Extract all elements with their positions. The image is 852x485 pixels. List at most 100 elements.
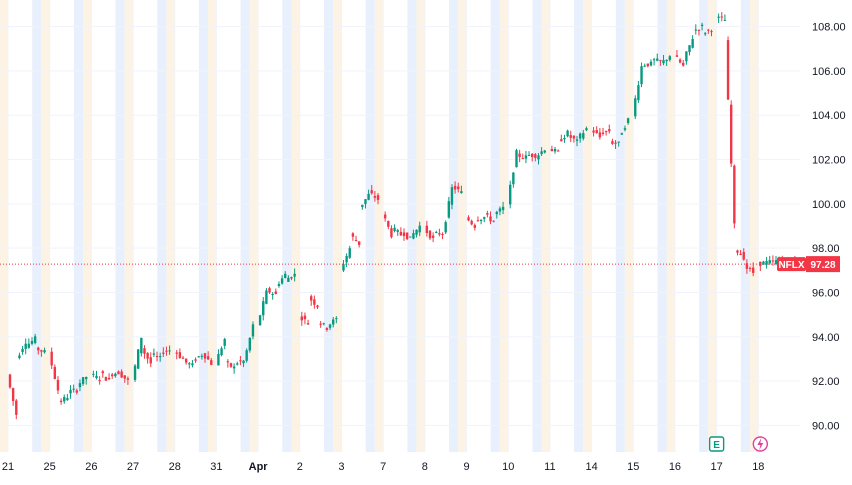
earnings-marker[interactable] — [708, 436, 725, 452]
candle-body — [704, 33, 707, 35]
candle-body — [733, 165, 736, 224]
candle-body — [217, 353, 220, 366]
candle-body — [578, 133, 582, 139]
candle-body — [729, 104, 733, 164]
candle-body — [303, 315, 307, 320]
candle-body — [146, 352, 149, 359]
x-tick-label: 2 — [297, 461, 303, 473]
candle-body — [479, 219, 483, 221]
candle-body — [188, 363, 191, 365]
candle-body — [63, 396, 66, 402]
candle-body — [762, 261, 765, 265]
candle-body — [242, 360, 245, 364]
candle-body — [117, 371, 120, 375]
candle-body — [43, 350, 46, 353]
x-tick-label: 10 — [502, 461, 514, 473]
candle-body — [569, 135, 572, 138]
candle-body — [659, 60, 662, 62]
x-axis[interactable]: 21 25 26 27 28 31 Apr 2 3 7 8 9 10 11 14 15 16 17 18 — [2, 461, 765, 473]
candle-body — [425, 225, 429, 233]
x-tick-label: 11 — [544, 461, 555, 473]
candle-body — [226, 361, 230, 363]
candle-body — [220, 348, 223, 356]
candle-body — [736, 250, 739, 253]
pre-market-band — [0, 0, 9, 452]
candle-body — [611, 141, 614, 144]
candle-body — [178, 352, 182, 358]
candle-body — [351, 233, 355, 237]
session-bands — [0, 0, 759, 452]
candle-body — [402, 232, 406, 237]
candle-body — [104, 377, 108, 381]
grid-lines — [0, 0, 800, 452]
candle-body — [387, 220, 390, 227]
x-tick-label: 28 — [169, 461, 181, 473]
candle-body — [140, 337, 143, 354]
candle-body — [232, 366, 236, 369]
post-market-band — [615, 0, 625, 452]
candle-body — [72, 388, 75, 390]
candle-body — [200, 355, 204, 357]
candle-body — [331, 319, 335, 325]
candle-body — [473, 224, 477, 228]
candle-body — [697, 29, 701, 31]
candle-body — [50, 351, 53, 366]
candle-body — [158, 356, 162, 358]
y-tick-label: 90.00 — [812, 420, 840, 432]
candle-body — [197, 356, 200, 358]
post-market-band — [157, 0, 167, 452]
candle-body — [69, 389, 72, 394]
candle-body — [194, 359, 197, 361]
candle-body — [694, 29, 697, 31]
candle-body — [634, 98, 637, 117]
pre-market-band — [374, 0, 384, 452]
pre-market-band — [624, 0, 634, 452]
candle-body — [453, 185, 457, 190]
candle-body — [370, 190, 373, 194]
candle-body — [191, 363, 194, 366]
x-tick-label: 16 — [669, 461, 681, 473]
candle-body — [203, 353, 207, 359]
candle-body — [739, 253, 742, 255]
candle-body — [556, 150, 560, 152]
pre-market-band — [458, 0, 467, 452]
y-axis[interactable]: 90.00 92.00 94.00 96.00 98.00 100.00 102.00 104… — [812, 22, 846, 433]
candle-body — [537, 155, 540, 160]
candle-body — [30, 340, 34, 344]
y-tick-label: 96.00 — [812, 287, 840, 299]
candle-body — [354, 240, 358, 242]
post-market-band — [699, 0, 709, 452]
candle-body — [162, 352, 165, 354]
pre-market-band — [291, 0, 300, 452]
x-tick-label: Apr — [249, 461, 269, 473]
candle-body — [345, 255, 348, 263]
y-tick-label: 102.00 — [812, 155, 846, 167]
candle-body — [495, 211, 498, 215]
candle-body — [357, 241, 361, 245]
candle-body — [37, 347, 40, 351]
x-tick-label: 3 — [338, 461, 344, 473]
candle-body — [245, 350, 248, 361]
candle-body — [438, 233, 441, 235]
candle-body — [720, 16, 723, 18]
candle-body — [348, 248, 351, 258]
candle-body — [598, 132, 602, 138]
candle-body — [700, 24, 704, 27]
y-tick-label: 106.00 — [812, 66, 846, 78]
candle-body — [95, 375, 98, 379]
candle-body — [665, 59, 668, 62]
candle-body — [717, 16, 720, 18]
x-tick-label: 15 — [627, 461, 639, 473]
candle-body — [229, 363, 233, 367]
post-market-band — [32, 0, 42, 452]
event-markers[interactable]: E — [708, 436, 769, 452]
candle-body — [662, 60, 665, 64]
candle-body — [656, 58, 659, 61]
candle-body — [59, 400, 63, 403]
candle-body — [759, 261, 762, 266]
candle-body — [515, 150, 518, 168]
candle-body — [335, 318, 338, 320]
candle-body — [560, 139, 563, 142]
